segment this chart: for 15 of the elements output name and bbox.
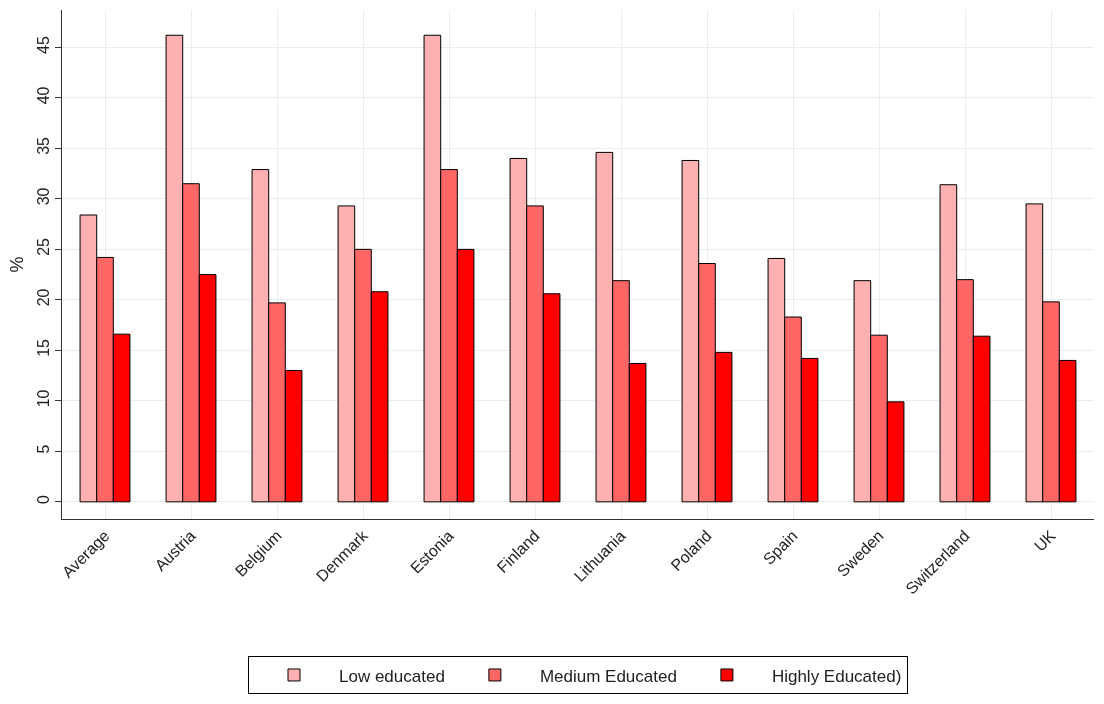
y-tick-label: 15: [34, 338, 52, 357]
y-tick-label: 20: [34, 288, 52, 307]
y-tick-label: 0: [34, 494, 52, 504]
legend-label: Highly Educated): [771, 666, 902, 686]
y-tick-label: 45: [34, 35, 52, 54]
y-axis-title: %: [6, 256, 27, 273]
y-tick-label: 25: [34, 237, 52, 256]
y-tick-label: 10: [34, 389, 52, 408]
legend-label: Medium Educated: [539, 666, 677, 686]
y-tick-label: 40: [34, 86, 52, 105]
y-tick-label: 35: [34, 136, 52, 155]
y-tick-label: 5: [34, 444, 52, 454]
y-tick-label: 30: [34, 187, 52, 206]
legend-label: Low educated: [339, 666, 445, 686]
x-tick-label: UK: [1031, 526, 1059, 555]
